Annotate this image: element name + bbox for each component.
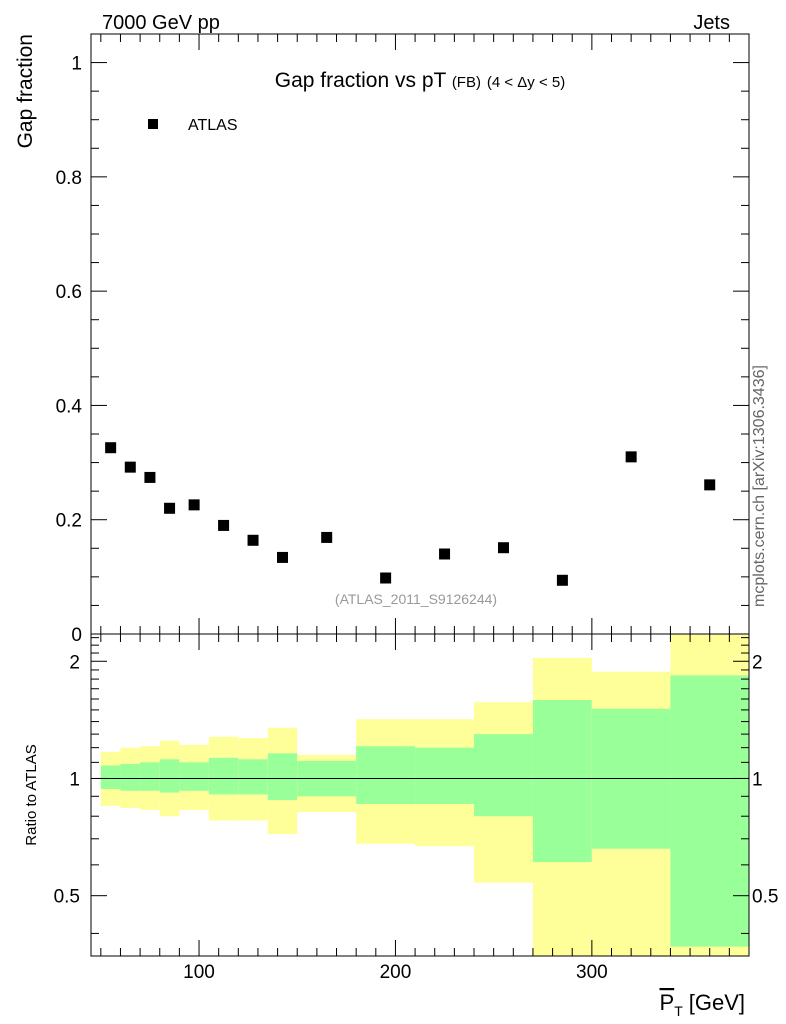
atlas-data-points (105, 442, 716, 586)
ratio-y-tick-label-right: 0.5 (752, 887, 778, 908)
ratio-band-green-6 (238, 759, 268, 795)
main-y-axis-label: Gap fraction (14, 34, 37, 148)
atlas-data-point (704, 479, 716, 491)
atlas-data-point (556, 574, 568, 586)
atlas-data-point (164, 502, 176, 514)
ratio-panel-axes: 0.5 0.5 1 1 2 2 100 200 300 (54, 634, 778, 983)
ratio-panel-frame (90, 633, 750, 957)
ratio-band-green-0 (100, 765, 121, 789)
atlas-data-point (105, 442, 117, 454)
header-energy-label: 7000 GeV pp (102, 12, 220, 34)
ratio-y-axis-label: Ratio to ATLAS (23, 744, 40, 845)
main-plot-title-small: (FB) (452, 74, 481, 91)
main-y-tick-label: 0.4 (56, 396, 83, 417)
atlas-data-point (277, 551, 289, 563)
main-y-tick-label: 1 (71, 54, 82, 75)
ratio-y-tick-label-left: 0.5 (54, 887, 80, 908)
ratio-band-green-4 (179, 762, 209, 791)
ratio-band-green-5 (208, 757, 239, 795)
main-plot-title: Gap fraction vs pT (FB) (4 < Δy < 5) (275, 69, 565, 92)
ratio-band-green-12 (532, 700, 592, 863)
atlas-data-point (380, 572, 392, 584)
x-tick-label: 100 (183, 962, 215, 983)
analysis-watermark: (ATLAS_2011_S9126244) (335, 591, 497, 607)
atlas-data-point (188, 499, 200, 511)
mcplots-side-label: mcplots.cern.ch [arXiv:1306.3436] (751, 365, 768, 607)
ratio-band-green-14 (670, 675, 749, 947)
legend-atlas-marker (148, 119, 158, 129)
ratio-band-green-10 (415, 747, 475, 804)
x-tick-label: 200 (380, 962, 412, 983)
ratio-band-green-3 (159, 759, 180, 793)
main-plot-title-main: Gap fraction vs pT (275, 69, 447, 92)
main-y-tick-label: 0.6 (56, 282, 82, 303)
atlas-data-point (144, 471, 156, 483)
atlas-data-point (247, 534, 259, 546)
ratio-band-green-11 (474, 734, 533, 817)
ratio-band-green-2 (140, 762, 160, 791)
main-y-tick-label: 0.2 (56, 511, 82, 532)
main-panel-axes: 0 0.2 0.4 0.6 0.8 1 (56, 33, 750, 646)
main-plot-title-range: (4 < Δy < 5) (487, 74, 565, 91)
atlas-data-point (321, 531, 333, 543)
x-axis-label-subscript: T (674, 1003, 683, 1019)
ratio-y-tick-label-right: 2 (752, 652, 763, 673)
ratio-band-green-1 (120, 763, 141, 791)
ratio-bands (91, 634, 749, 956)
ratio-band-green-7 (267, 753, 298, 801)
x-tick-label: 300 (576, 962, 608, 983)
x-axis-label: PT [GeV] (660, 990, 746, 1019)
x-axis-label-symbol: P (660, 990, 675, 1015)
ratio-y-tick-label-right: 1 (752, 769, 763, 790)
atlas-data-point (439, 548, 451, 560)
ratio-y-tick-label-left: 1 (69, 769, 80, 790)
main-y-tick-label: 0 (71, 625, 82, 646)
ratio-y-tick-label-left: 2 (69, 652, 80, 673)
header-process-label: Jets (693, 12, 730, 34)
atlas-data-point (124, 461, 136, 473)
atlas-data-point (497, 542, 509, 554)
atlas-data-point (625, 451, 637, 463)
x-axis-label-unit: [GeV] (689, 990, 745, 1015)
ratio-band-green-9 (356, 746, 416, 804)
atlas-data-point (218, 519, 230, 531)
main-y-tick-label: 0.8 (56, 168, 82, 189)
legend-atlas-label: ATLAS (188, 117, 238, 134)
